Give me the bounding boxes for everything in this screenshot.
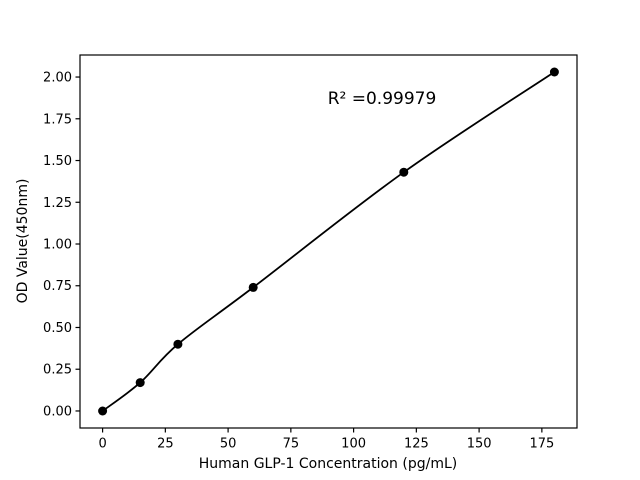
y-tick-label: 2.00: [43, 71, 72, 86]
x-tick-label: 50: [220, 437, 237, 452]
x-axis-label: Human GLP-1 Concentration (pg/mL): [199, 456, 457, 472]
y-tick-label: 1.00: [43, 238, 72, 253]
x-tick-label: 175: [529, 437, 554, 452]
y-axis-label: OD Value(450nm): [15, 179, 31, 304]
y-tick-label: 0.75: [43, 279, 72, 294]
x-tick-label: 150: [467, 437, 492, 452]
x-tick-label: 25: [157, 437, 174, 452]
data-point-marker: [173, 339, 183, 349]
fit-curve: [102, 71, 555, 412]
y-tick-label: 1.25: [43, 196, 72, 211]
data-point-marker: [549, 67, 559, 77]
y-tick-label: 0.50: [43, 321, 72, 336]
plot-border: [79, 54, 578, 429]
r-squared-annotation: R² =0.99979: [328, 89, 437, 109]
y-tick-label: 0.25: [43, 363, 72, 378]
data-point-marker: [135, 378, 145, 388]
y-tick-label: 1.50: [43, 154, 72, 169]
y-tick-label: 0.00: [43, 404, 72, 419]
x-tick-label: 75: [283, 437, 300, 452]
data-point-marker: [399, 167, 409, 177]
data-point-marker: [248, 282, 258, 292]
x-tick-label: 100: [341, 437, 366, 452]
data-point-marker: [98, 406, 108, 416]
y-tick-label: 1.75: [43, 112, 72, 127]
x-tick-label: 0: [98, 437, 106, 452]
plot-area: 0 25 50 75 100 125 150 175 0.00 0.25 0.50 0.75 1.00 1…: [43, 54, 578, 452]
x-tick-label: 125: [404, 437, 429, 452]
